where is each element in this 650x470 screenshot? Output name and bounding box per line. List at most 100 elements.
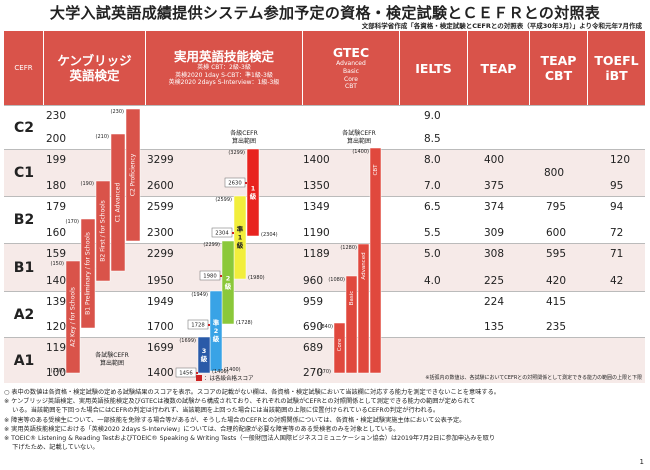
teap-cbt-lower: 235 bbox=[546, 321, 567, 333]
gtec-bar bbox=[369, 147, 382, 374]
teap-cbt-upper: 795 bbox=[546, 201, 567, 213]
teap-cbt-lower: 420 bbox=[546, 275, 567, 287]
header-teap-label: TEAP bbox=[480, 60, 517, 76]
header-eiken-line3: 英検2020 2days S-Interview：1級-3級 bbox=[168, 79, 280, 87]
header-eiken-line2: 英検2020 1day S-CBT：準1級-3級 bbox=[175, 71, 273, 79]
eiken-bar-label: 1 bbox=[238, 234, 243, 242]
gtec-bar-top: (1080) bbox=[328, 277, 345, 283]
cefr-table: CEFR ケンブリッジ 英語検定 実用英語技能検定 英検 CBT：2級-3級 英… bbox=[4, 31, 645, 383]
cambridge-bar-top: (170) bbox=[66, 219, 79, 225]
cambridge-score-upper: 159 bbox=[46, 248, 67, 260]
cambridge-bar-top: (190) bbox=[81, 181, 94, 187]
gtec-note-line2: 算出範囲 bbox=[347, 137, 371, 145]
gtec-score-upper: 959 bbox=[303, 296, 324, 308]
eiken-score-upper: 2299 bbox=[147, 248, 174, 260]
teap-score-upper: 374 bbox=[484, 201, 505, 213]
eiken-bar bbox=[221, 240, 235, 325]
eiken-bar-label: 3 bbox=[202, 347, 207, 355]
cambridge-bar bbox=[95, 180, 111, 282]
header-ielts: IELTS bbox=[400, 31, 468, 105]
cambridge-score-lower: 140 bbox=[46, 275, 67, 287]
toefl-score-lower: 72 bbox=[610, 227, 624, 239]
eiken-bar-bottom: (1980) bbox=[248, 275, 265, 281]
eiken-bar-label: 2 bbox=[214, 327, 219, 335]
source-note: 文部科学省作成「各資格・検定試験とCEFRとの対照表（平成30年3月）」より令和… bbox=[361, 22, 642, 30]
table-row: B2 179 160 2599 2300 1349 1190 6.5 5.5 374 309 94 72… bbox=[4, 196, 645, 243]
eiken-bar-label: 級 bbox=[213, 334, 220, 343]
ielts-score-upper: 8.0 bbox=[424, 154, 441, 166]
teap-cbt-upper: 415 bbox=[546, 296, 567, 308]
eiken-score-upper: 1699 bbox=[147, 342, 174, 354]
gtec-bar-label: CBT bbox=[373, 164, 379, 176]
eiken-pass-marker bbox=[196, 372, 198, 374]
gtec-score-lower: 1350 bbox=[303, 180, 330, 192]
eiken-pass-marker bbox=[208, 324, 210, 326]
header-gtec-line3: Core bbox=[344, 75, 358, 83]
eiken-bar-bottom: (1400) bbox=[224, 367, 241, 373]
table-row: C2 230 200 9.0 8.5 bbox=[4, 105, 645, 149]
teap-score-upper: 400 bbox=[484, 154, 505, 166]
gtec-score-upper: 1189 bbox=[303, 248, 330, 260]
eiken-score-lower: 2300 bbox=[147, 227, 174, 239]
header-teap-cbt-line2: CBT bbox=[544, 68, 573, 83]
ielts-score-lower: 8.5 bbox=[424, 133, 441, 145]
header-eiken: 実用英語技能検定 英検 CBT：2級-3級 英検2020 1day S-CBT：… bbox=[146, 31, 303, 105]
note-line: 下げたため、記載していない。 bbox=[4, 444, 99, 452]
note-line: ※ ケンブリッジ英語検定、実用英語技能検定及びGTECは複数の試験から構成されて… bbox=[4, 398, 476, 406]
gtec-score-lower: 690 bbox=[303, 321, 324, 333]
score-range-bars: C2 Proficiency(230)(180)C1 Advanced(210)… bbox=[51, 108, 382, 378]
eiken-bar-label: 級 bbox=[201, 354, 208, 363]
cambridge-bar-label: A2 Key / for Schools bbox=[70, 287, 77, 347]
eiken-pass-score: 1456 bbox=[179, 371, 193, 377]
header-cambridge-line1: ケンブリッジ bbox=[57, 53, 132, 68]
cambridge-note-line2: 算出範囲 bbox=[100, 359, 124, 367]
gtec-bar-label: Advanced bbox=[361, 252, 367, 279]
eiken-pass-marker bbox=[220, 275, 222, 277]
header-gtec-line4: CBT bbox=[345, 83, 357, 91]
eiken-score-upper: 1949 bbox=[147, 296, 174, 308]
gtec-bar-top: (1280) bbox=[340, 245, 357, 251]
cambridge-bar bbox=[110, 133, 126, 272]
eiken-bar bbox=[209, 290, 223, 372]
header-toefl-line1: TOEFL bbox=[594, 53, 639, 68]
cambridge-score-lower: 100 bbox=[46, 367, 67, 379]
toefl-score-upper: 71 bbox=[610, 248, 624, 260]
eiken-score-lower: 1950 bbox=[147, 275, 174, 287]
eiken-bar bbox=[246, 148, 260, 237]
header-toefl: TOEFL iBT bbox=[588, 31, 645, 105]
cambridge-bar-top: (230) bbox=[111, 109, 124, 115]
page-number: 1 bbox=[639, 458, 644, 466]
ielts-score-upper: 6.5 bbox=[424, 201, 441, 213]
toefl-score-lower: 42 bbox=[610, 275, 624, 287]
eiken-bar-label: 級 bbox=[250, 192, 257, 201]
cefr-level: A2 bbox=[13, 306, 35, 323]
cambridge-score-upper: 179 bbox=[46, 201, 67, 213]
gtec-score-lower: 960 bbox=[303, 275, 324, 287]
cambridge-bar-top: (150) bbox=[51, 261, 64, 267]
cambridge-bar-label: B2 First / for Schools bbox=[100, 200, 107, 262]
cambridge-score-upper: 139 bbox=[46, 296, 67, 308]
eiken-bar-label: 2 bbox=[226, 275, 231, 283]
eiken-bar-top: (1699) bbox=[179, 338, 196, 344]
gtec-note-line1: 各試験CEFR bbox=[342, 129, 376, 137]
note-line: ※ 実用英語技能検定における「英検2020 2days S-Interview」… bbox=[4, 425, 400, 433]
note-line: ※ TOEIC® Listening & Reading TestおよびTOEI… bbox=[4, 434, 496, 442]
cambridge-score-upper: 119 bbox=[46, 342, 67, 354]
cambridge-score-lower: 120 bbox=[46, 321, 67, 333]
eiken-bar-top: (2599) bbox=[215, 197, 232, 203]
gtec-bar bbox=[333, 322, 346, 374]
teap-score-lower: 375 bbox=[484, 180, 505, 192]
eiken-bar-label: 級 bbox=[225, 282, 232, 291]
header-gtec-line1: Advanced bbox=[336, 59, 366, 67]
eiken-pass-marker bbox=[245, 182, 247, 184]
teap-score-lower: 309 bbox=[484, 227, 505, 239]
table-row: A1 119 100 1699 1400 689 270 bbox=[4, 337, 645, 383]
eiken-bar bbox=[197, 336, 211, 374]
gtec-bar bbox=[345, 275, 358, 374]
header-gtec-title: GTEC bbox=[332, 44, 370, 60]
header-teap-cbt-line1: TEAP bbox=[540, 53, 577, 68]
teap-score-lower: 225 bbox=[484, 275, 505, 287]
eiken-bar bbox=[233, 195, 247, 280]
toefl-score-upper: 94 bbox=[610, 201, 624, 213]
eiken-bar-label: 準 bbox=[237, 225, 244, 234]
